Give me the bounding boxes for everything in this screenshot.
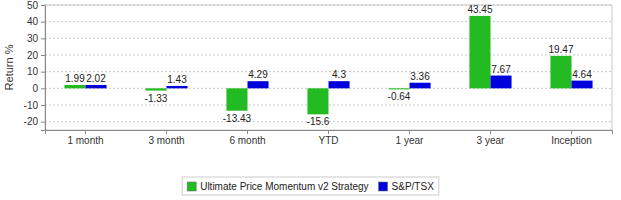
y-tick: 50 xyxy=(27,0,45,11)
x-tick: 1 year xyxy=(396,130,424,146)
bar xyxy=(329,81,350,88)
grid-line xyxy=(45,55,612,56)
x-tick: 6 month xyxy=(229,130,265,146)
bar xyxy=(491,76,512,89)
y-tick-label: 40 xyxy=(27,16,39,27)
x-tick-mark xyxy=(247,130,248,134)
x-tick-mark xyxy=(166,130,167,134)
y-tick: 40 xyxy=(27,16,45,27)
x-tick-mark xyxy=(571,130,572,134)
y-tick-label: 0 xyxy=(32,83,38,94)
y-tick-label: 30 xyxy=(27,33,39,44)
legend-box xyxy=(182,177,439,195)
data-label: 19.47 xyxy=(548,44,573,55)
y-tick: 30 xyxy=(27,33,45,44)
bar xyxy=(64,85,85,88)
y-tick-label: 20 xyxy=(27,50,39,61)
x-tick-label: 3 month xyxy=(148,135,184,146)
y-tick-mark xyxy=(41,38,45,39)
y-tick-mark xyxy=(41,5,45,6)
bar xyxy=(248,81,269,88)
x-tick: Inception xyxy=(551,130,592,146)
y-axis: -20 -10 0 10 20 30 40 50 xyxy=(24,0,46,131)
y-axis-line xyxy=(41,6,46,131)
x-tick-label: 1 month xyxy=(67,135,103,146)
y-tick: 20 xyxy=(27,50,45,61)
grid-line xyxy=(45,5,612,6)
data-labels: 1.99 -1.33 -13.43 -15.6 -0.64 43.45 19.47 2.02 1… xyxy=(65,4,592,127)
data-label: 3.36 xyxy=(410,71,430,82)
grid xyxy=(45,5,612,122)
x-tick-mark xyxy=(85,130,86,134)
x-tick-label: 3 year xyxy=(477,135,505,146)
y-tick-mark xyxy=(41,72,45,73)
bar xyxy=(145,88,166,90)
grid-line xyxy=(45,71,612,72)
x-axis: 1 month 3 month 6 month YTD 1 year 3 year Ince… xyxy=(46,130,613,146)
data-label: -13.43 xyxy=(223,113,252,124)
y-tick: -10 xyxy=(24,100,45,111)
data-label: 4.64 xyxy=(572,69,592,80)
x-tick-mark xyxy=(328,130,329,134)
bar xyxy=(388,88,409,89)
bars xyxy=(64,16,592,114)
y-tick-mark xyxy=(41,122,45,123)
y-tick-mark xyxy=(41,22,45,23)
data-label: 4.3 xyxy=(332,69,346,80)
bar xyxy=(410,83,431,89)
grid-line xyxy=(45,21,612,22)
legend-item: S&P/TSX xyxy=(379,181,435,192)
y-tick-label: 10 xyxy=(27,66,39,77)
y-tick-mark xyxy=(41,88,45,89)
x-tick: 3 year xyxy=(477,130,505,146)
plot: -20 -10 0 10 20 30 40 50 1 month 3 month 6 month YT… xyxy=(24,0,613,146)
x-tick-label: YTD xyxy=(319,135,339,146)
y-tick-label: -10 xyxy=(24,100,39,111)
y-tick: 10 xyxy=(27,66,45,77)
x-tick: 3 month xyxy=(148,130,184,146)
bar xyxy=(307,88,328,114)
y-tick-label: -20 xyxy=(24,116,39,127)
y-axis-title: Return % xyxy=(3,44,15,90)
chart: -20 -10 0 10 20 30 40 50 1 month 3 month 6 month YT… xyxy=(0,0,621,200)
bar xyxy=(226,88,247,110)
legend-swatch xyxy=(187,182,196,191)
x-tick: 1 month xyxy=(67,130,103,146)
y-tick-mark xyxy=(41,105,45,106)
x-tick-mark xyxy=(409,130,410,134)
data-label: -0.64 xyxy=(388,91,411,102)
legend-label: Ultimate Price Momentum v2 Strategy xyxy=(200,181,368,192)
legend-item: Ultimate Price Momentum v2 Strategy xyxy=(187,181,368,192)
data-label: 43.45 xyxy=(467,4,492,15)
y-tick: -20 xyxy=(24,116,45,127)
grid-line xyxy=(45,38,612,39)
y-tick-label: 50 xyxy=(27,0,39,11)
bar xyxy=(86,85,107,88)
data-label: 1.99 xyxy=(65,73,85,84)
plot-frame xyxy=(45,5,612,130)
legend-label: S&P/TSX xyxy=(392,181,435,192)
data-label: 1.43 xyxy=(167,74,187,85)
x-axis-line xyxy=(46,131,613,135)
bar xyxy=(572,81,593,89)
x-tick: YTD xyxy=(319,130,339,146)
bar xyxy=(167,86,188,88)
x-tick-label: Inception xyxy=(551,135,592,146)
y-tick: 0 xyxy=(32,83,45,94)
bar xyxy=(469,16,490,88)
x-tick-label: 1 year xyxy=(396,135,424,146)
bar xyxy=(550,56,571,88)
legend: Ultimate Price Momentum v2 Strategy S&P/T… xyxy=(182,177,439,195)
x-tick-label: 6 month xyxy=(229,135,265,146)
data-label: -1.33 xyxy=(145,93,168,104)
data-label: 4.29 xyxy=(248,69,268,80)
data-label: 2.02 xyxy=(86,73,106,84)
data-label: 7.67 xyxy=(491,64,511,75)
data-label: -15.6 xyxy=(307,116,330,127)
legend-swatch xyxy=(379,182,388,191)
y-tick-mark xyxy=(41,55,45,56)
x-tick-mark xyxy=(490,130,491,134)
